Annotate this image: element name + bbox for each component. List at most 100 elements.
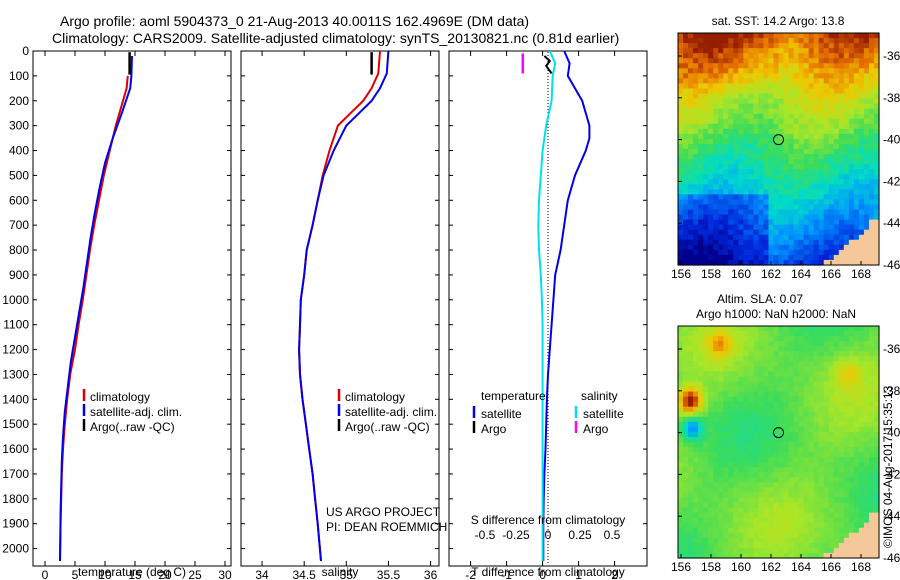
map-cell	[733, 164, 739, 170]
map-cell	[713, 123, 719, 130]
map-cell	[733, 487, 739, 494]
map-cell	[758, 164, 765, 170]
map-cell	[768, 254, 775, 261]
map-cell	[808, 179, 815, 185]
map-cell	[768, 118, 775, 125]
map-cell	[823, 108, 830, 115]
map-cell	[743, 43, 749, 49]
map-cell	[708, 133, 714, 140]
map-cell	[863, 547, 870, 554]
salinity-difference-ticks: -0.5 -0.25 0 0.25 0.5	[475, 528, 621, 542]
map-cell	[828, 396, 835, 403]
map-cell	[818, 341, 825, 347]
map-cell	[818, 452, 825, 458]
map-cell	[788, 356, 795, 362]
lat-tick-label: -36	[883, 342, 900, 356]
map-cell	[678, 174, 684, 180]
map-cell	[813, 108, 820, 115]
map-cell	[708, 103, 714, 110]
map-cell	[698, 472, 704, 478]
map-cell	[713, 356, 719, 362]
map-cell	[698, 396, 704, 403]
map-cell	[713, 436, 719, 443]
map-cell	[763, 396, 770, 403]
map-cell	[803, 169, 810, 175]
map-cell	[848, 457, 855, 463]
map-cell	[798, 204, 805, 211]
map-cell	[793, 487, 800, 494]
map-cell	[823, 492, 830, 499]
map-cell	[718, 78, 724, 85]
map-cell	[688, 204, 694, 211]
map-cell	[853, 48, 860, 54]
map-cell	[698, 361, 704, 367]
map-cell	[703, 154, 709, 160]
map-cell	[703, 537, 709, 544]
map-cell	[823, 487, 830, 494]
map-cell	[848, 497, 855, 504]
y-tick-label: 1700	[2, 467, 29, 481]
map-cell	[733, 467, 739, 473]
map-cell	[733, 43, 739, 49]
map-cell	[853, 33, 860, 39]
map-cell	[708, 406, 714, 413]
map-cell	[818, 436, 825, 443]
map-cell	[828, 209, 835, 216]
map-cell	[683, 326, 689, 332]
map-cell	[803, 249, 810, 256]
lon-tick-label: 168	[851, 560, 871, 574]
map-cell	[858, 154, 865, 160]
map-cell	[858, 507, 865, 514]
map-cell	[718, 83, 724, 90]
map-cell	[763, 63, 770, 69]
map-cell	[768, 239, 775, 246]
map-cell	[738, 457, 744, 463]
map-cell	[833, 547, 840, 554]
map-cell	[833, 254, 840, 261]
map-cell	[783, 366, 790, 372]
map-cell	[718, 159, 724, 165]
map-cell	[803, 336, 810, 342]
map-cell	[748, 467, 754, 473]
map-cell	[823, 361, 830, 367]
map-cell	[733, 189, 739, 195]
map-cell	[813, 351, 820, 357]
map-cell	[828, 517, 835, 524]
map-cell	[873, 254, 880, 261]
map-cell	[873, 174, 880, 180]
map-cell	[718, 492, 724, 499]
map-cell	[678, 244, 684, 251]
map-cell	[768, 366, 775, 372]
map-cell	[843, 33, 850, 39]
map-cell	[768, 48, 775, 54]
map-cell	[783, 431, 790, 438]
map-cell	[853, 184, 860, 190]
map-cell	[713, 497, 719, 504]
map-cell	[728, 229, 734, 236]
map-cell	[688, 229, 694, 236]
map-cell	[793, 406, 800, 413]
map-cell	[718, 128, 724, 135]
map-cell	[708, 386, 714, 393]
map-cell	[873, 477, 880, 483]
map-cell	[678, 462, 684, 468]
map-cell	[788, 33, 795, 39]
map-cell	[678, 542, 684, 549]
map-cell	[838, 113, 845, 120]
map-cell	[843, 164, 850, 170]
map-cell	[763, 133, 770, 140]
map-cell	[813, 159, 820, 165]
map-cell	[798, 482, 805, 488]
map-cell	[773, 497, 780, 504]
map-cell	[778, 53, 785, 59]
map-cell	[833, 184, 840, 190]
map-cell	[693, 73, 699, 79]
map-cell	[828, 239, 835, 246]
map-cell	[853, 527, 860, 534]
map-cell	[793, 43, 800, 49]
map-cell	[688, 386, 694, 393]
map-cell	[868, 416, 875, 423]
map-cell	[703, 492, 709, 499]
map-cell	[683, 416, 689, 423]
map-cell	[823, 123, 830, 130]
